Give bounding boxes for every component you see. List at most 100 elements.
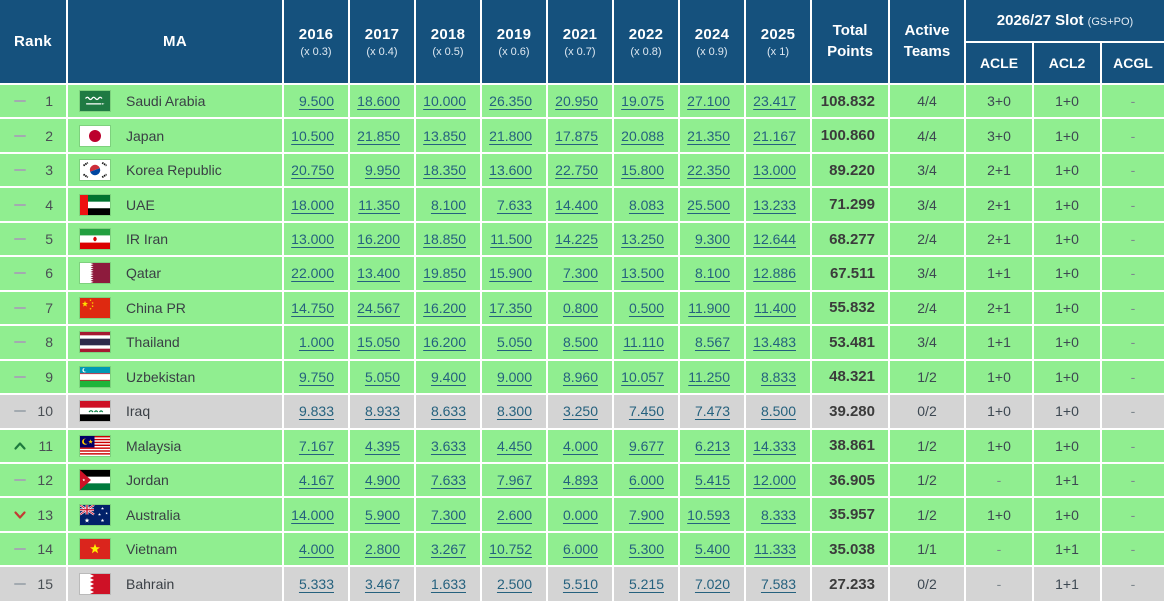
points-link[interactable]: 8.083: [628, 196, 664, 213]
points-link[interactable]: 18.600: [357, 93, 400, 110]
points-link[interactable]: 2.500: [496, 576, 532, 593]
points-link[interactable]: 5.400: [694, 541, 730, 558]
points-link[interactable]: 1.000: [298, 334, 334, 351]
points-link[interactable]: 8.500: [562, 334, 598, 351]
points-link[interactable]: 8.100: [430, 196, 466, 213]
points-link[interactable]: 7.450: [628, 403, 664, 420]
points-link[interactable]: 7.020: [694, 576, 730, 593]
points-link[interactable]: 6.213: [694, 437, 730, 454]
points-link[interactable]: 14.000: [291, 506, 334, 523]
points-link[interactable]: 7.633: [496, 196, 532, 213]
points-link[interactable]: 0.500: [628, 299, 664, 316]
points-link[interactable]: 5.900: [364, 506, 400, 523]
points-link[interactable]: 15.800: [621, 162, 664, 179]
points-link[interactable]: 2.800: [364, 541, 400, 558]
points-link[interactable]: 11.110: [623, 334, 664, 351]
points-link[interactable]: 19.075: [621, 93, 664, 110]
points-link[interactable]: 15.050: [357, 334, 400, 351]
points-link[interactable]: 1.633: [430, 576, 466, 593]
points-link[interactable]: 9.500: [298, 93, 334, 110]
points-link[interactable]: 22.000: [291, 265, 334, 282]
points-link[interactable]: 27.100: [687, 93, 730, 110]
points-link[interactable]: 4.395: [364, 437, 400, 454]
points-link[interactable]: 21.350: [687, 127, 730, 144]
points-link[interactable]: 13.250: [621, 231, 664, 248]
points-link[interactable]: 9.750: [298, 368, 334, 385]
points-link[interactable]: 13.000: [753, 162, 796, 179]
points-link[interactable]: 3.267: [430, 541, 466, 558]
points-link[interactable]: 8.633: [430, 403, 466, 420]
points-link[interactable]: 20.950: [555, 93, 598, 110]
points-link[interactable]: 14.750: [291, 299, 334, 316]
points-link[interactable]: 11.350: [358, 196, 400, 213]
points-link[interactable]: 18.850: [423, 231, 466, 248]
points-link[interactable]: 13.000: [291, 231, 334, 248]
points-link[interactable]: 16.200: [423, 299, 466, 316]
points-link[interactable]: 5.300: [628, 541, 664, 558]
points-link[interactable]: 21.800: [489, 127, 532, 144]
points-link[interactable]: 17.350: [489, 299, 532, 316]
points-link[interactable]: 10.057: [621, 368, 664, 385]
points-link[interactable]: 4.893: [562, 472, 598, 489]
points-link[interactable]: 6.000: [562, 541, 598, 558]
points-link[interactable]: 18.000: [291, 196, 334, 213]
points-link[interactable]: 13.850: [423, 127, 466, 144]
points-link[interactable]: 12.644: [753, 231, 796, 248]
points-link[interactable]: 7.633: [430, 472, 466, 489]
points-link[interactable]: 3.467: [364, 576, 400, 593]
points-link[interactable]: 8.300: [496, 403, 532, 420]
points-link[interactable]: 14.400: [555, 196, 598, 213]
points-link[interactable]: 3.633: [430, 437, 466, 454]
points-link[interactable]: 13.483: [753, 334, 796, 351]
points-link[interactable]: 7.167: [298, 437, 334, 454]
points-link[interactable]: 4.900: [364, 472, 400, 489]
points-link[interactable]: 17.875: [555, 127, 598, 144]
points-link[interactable]: 7.900: [628, 506, 664, 523]
points-link[interactable]: 13.233: [753, 196, 796, 213]
points-link[interactable]: 15.900: [489, 265, 532, 282]
points-link[interactable]: 25.500: [687, 196, 730, 213]
points-link[interactable]: 14.225: [555, 231, 598, 248]
points-link[interactable]: 5.215: [628, 576, 664, 593]
points-link[interactable]: 8.833: [760, 368, 796, 385]
points-link[interactable]: 13.500: [621, 265, 664, 282]
points-link[interactable]: 12.000: [753, 472, 796, 489]
points-link[interactable]: 8.960: [562, 368, 598, 385]
points-link[interactable]: 5.415: [694, 472, 730, 489]
points-link[interactable]: 22.750: [555, 162, 598, 179]
points-link[interactable]: 3.250: [562, 403, 598, 420]
points-link[interactable]: 9.300: [694, 231, 730, 248]
points-link[interactable]: 5.510: [562, 576, 598, 593]
points-link[interactable]: 16.200: [357, 231, 400, 248]
points-link[interactable]: 4.450: [496, 437, 532, 454]
points-link[interactable]: 10.000: [423, 93, 466, 110]
points-link[interactable]: 21.167: [753, 127, 796, 144]
points-link[interactable]: 14.333: [753, 437, 796, 454]
points-link[interactable]: 11.500: [490, 231, 532, 248]
points-link[interactable]: 5.333: [298, 576, 334, 593]
points-link[interactable]: 4.167: [298, 472, 334, 489]
points-link[interactable]: 7.967: [496, 472, 532, 489]
points-link[interactable]: 13.600: [489, 162, 532, 179]
points-link[interactable]: 5.050: [496, 334, 532, 351]
points-link[interactable]: 8.933: [364, 403, 400, 420]
points-link[interactable]: 4.000: [298, 541, 334, 558]
points-link[interactable]: 11.900: [688, 299, 730, 316]
points-link[interactable]: 8.333: [760, 506, 796, 523]
points-link[interactable]: 18.350: [423, 162, 466, 179]
points-link[interactable]: 19.850: [423, 265, 466, 282]
points-link[interactable]: 9.400: [430, 368, 466, 385]
points-link[interactable]: 13.400: [357, 265, 400, 282]
points-link[interactable]: 9.677: [628, 437, 664, 454]
points-link[interactable]: 4.000: [562, 437, 598, 454]
points-link[interactable]: 7.473: [694, 403, 730, 420]
points-link[interactable]: 10.752: [489, 541, 532, 558]
points-link[interactable]: 7.300: [430, 506, 466, 523]
points-link[interactable]: 9.950: [364, 162, 400, 179]
points-link[interactable]: 11.250: [688, 368, 730, 385]
points-link[interactable]: 16.200: [423, 334, 466, 351]
points-link[interactable]: 6.000: [628, 472, 664, 489]
points-link[interactable]: 11.333: [754, 541, 796, 558]
points-link[interactable]: 24.567: [357, 299, 400, 316]
points-link[interactable]: 0.800: [562, 299, 598, 316]
